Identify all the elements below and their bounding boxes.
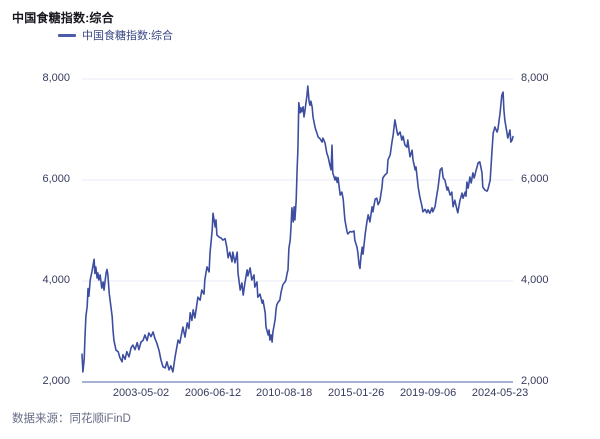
data-source-note: 数据来源：同花顺iFinD xyxy=(12,413,131,425)
y-axis-label-left: 4,000 xyxy=(42,274,70,286)
sugar-index-line-chart xyxy=(81,78,514,383)
x-axis-label: 2015-01-26 xyxy=(327,387,385,399)
legend-item[interactable]: 中国食糖指数:综合 xyxy=(58,28,173,42)
y-axis-label-right: 8,000 xyxy=(521,72,549,84)
x-axis-label: 2003-05-02 xyxy=(112,387,170,399)
x-axis-label: 2010-08-18 xyxy=(255,387,313,399)
y-axis-label-left: 2,000 xyxy=(42,375,70,387)
legend-line-swatch xyxy=(58,33,76,37)
y-axis-label-right: 2,000 xyxy=(521,375,549,387)
legend-label: 中国食糖指数:综合 xyxy=(82,30,174,42)
y-axis-label-left: 8,000 xyxy=(42,72,70,84)
series-line xyxy=(81,85,514,373)
y-axis-label-right: 6,000 xyxy=(521,173,549,185)
plot-area xyxy=(81,60,514,383)
x-axis-label: 2019-09-06 xyxy=(399,387,457,399)
y-axis-label-left: 6,000 xyxy=(42,173,70,185)
y-axis-label-right: 4,000 xyxy=(521,274,549,286)
chart-title: 中国食糖指数:综合 xyxy=(12,11,114,25)
x-axis-label: 2006-06-12 xyxy=(184,387,242,399)
x-axis-label: 2024-05-23 xyxy=(471,387,529,399)
